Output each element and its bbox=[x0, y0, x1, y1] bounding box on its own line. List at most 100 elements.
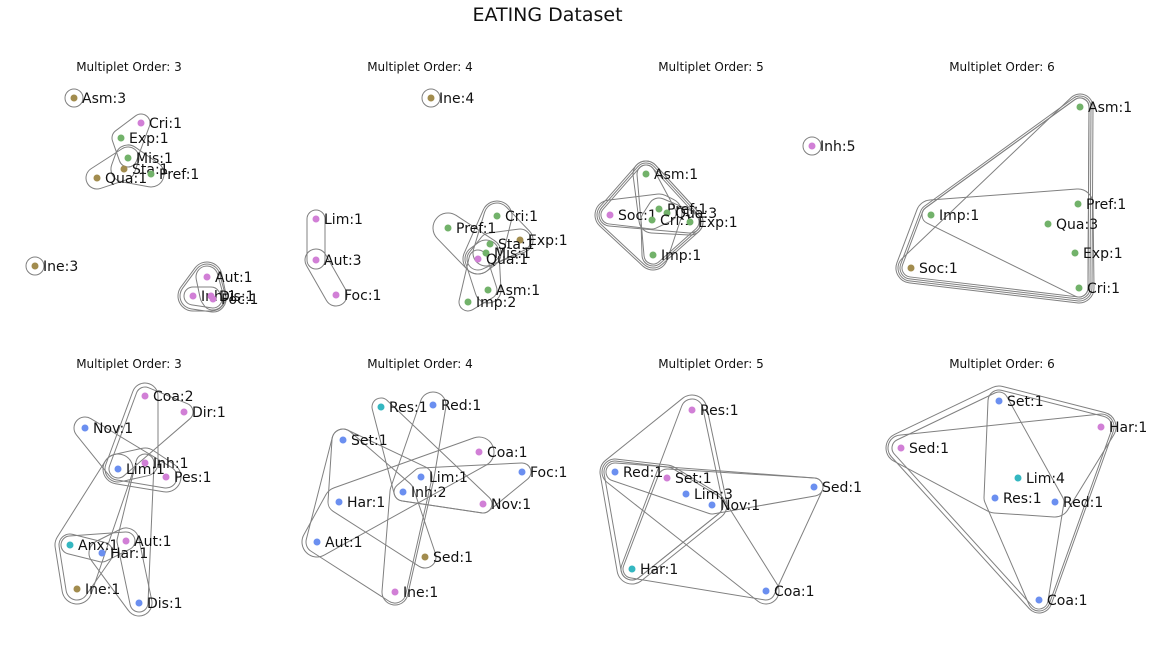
singleton-ring bbox=[25, 256, 45, 276]
node-dot bbox=[1074, 200, 1082, 208]
panel-title: Multiplet Order: 4 bbox=[367, 60, 473, 74]
node-label: Aut:1 bbox=[215, 270, 253, 286]
hyperedge-group bbox=[599, 394, 824, 605]
hyperedge bbox=[901, 97, 1090, 298]
panel-title: Multiplet Order: 6 bbox=[949, 60, 1055, 74]
node-label: Soc:1 bbox=[618, 208, 657, 224]
hyperedge-group bbox=[301, 391, 532, 606]
hyperedge bbox=[594, 193, 683, 271]
node-label: Pref:1 bbox=[159, 167, 199, 183]
hyperedge bbox=[58, 533, 114, 601]
panel-6: Multiplet Order: 4 Res:1 Red:1 Set:1 Coa:1 Fo… bbox=[275, 357, 567, 657]
node-label: Pref:1 bbox=[456, 221, 496, 237]
hyperedge bbox=[601, 458, 780, 605]
node-dot bbox=[147, 170, 155, 178]
hyperedge bbox=[899, 95, 1092, 300]
hyperedge bbox=[104, 382, 159, 483]
hyperedge bbox=[636, 164, 700, 265]
hyperedge bbox=[891, 391, 1065, 610]
node-dot bbox=[120, 165, 128, 173]
node-dot bbox=[991, 494, 999, 502]
hyperedge bbox=[622, 468, 824, 601]
node-label: Sta:1 bbox=[132, 162, 169, 178]
hyperedge bbox=[116, 453, 155, 613]
hyperedge bbox=[887, 413, 1115, 614]
hyperedge bbox=[983, 389, 1113, 612]
node-dot bbox=[663, 474, 671, 482]
node-label: Ine:1 bbox=[85, 582, 120, 598]
node-dot bbox=[312, 256, 320, 264]
hyperedge bbox=[885, 385, 1117, 518]
hyperedge-group bbox=[895, 93, 1095, 304]
node-dot bbox=[1035, 596, 1043, 604]
node-label: Cri:1 bbox=[660, 213, 693, 229]
node-dot bbox=[663, 209, 671, 217]
node-label: Imp:1 bbox=[939, 208, 979, 224]
node-label: Cri:1 bbox=[505, 209, 538, 225]
panel-5: Multiplet Order: 3 Coa:2 Dir:1 Nov:1 Inh:1 Li… bbox=[0, 357, 274, 657]
node-label: Sed:1 bbox=[433, 550, 473, 566]
panel-8: Multiplet Order: 6 Set:1 Har:1 Sed:1 Lim:4 Re… bbox=[857, 357, 1147, 657]
hyperedge bbox=[73, 416, 178, 489]
node-label: Lim:1 bbox=[429, 470, 468, 486]
node-dot bbox=[810, 483, 818, 491]
panel-title: Multiplet Order: 3 bbox=[76, 357, 182, 371]
node-dot bbox=[484, 286, 492, 294]
node-label: Set:1 bbox=[675, 471, 712, 487]
node-label: Sed:1 bbox=[822, 480, 862, 496]
hyperedge bbox=[88, 527, 153, 617]
hypergraph-plot: Ine:4 Lim:1 Aut:3 Foc:1 Cri:1 Pref:1 Exp:1Sta:… bbox=[304, 88, 568, 312]
node-dot bbox=[642, 170, 650, 178]
panel-title: Multiplet Order: 6 bbox=[949, 357, 1055, 371]
node-label: Imp:2 bbox=[476, 295, 516, 311]
node-dot bbox=[312, 215, 320, 223]
node-label: Red:1 bbox=[1063, 495, 1103, 511]
node-dot bbox=[1075, 284, 1083, 292]
node-dot bbox=[708, 501, 716, 509]
panel-1: Multiplet Order: 3 Asm:3 Cri:1 Exp:1 Mis:1 St… bbox=[0, 60, 274, 360]
hyperedge bbox=[462, 200, 513, 275]
node-label: Imp:1 bbox=[661, 248, 701, 264]
node-dot bbox=[649, 251, 657, 259]
node-dot bbox=[1044, 220, 1052, 228]
hyperedge bbox=[110, 144, 165, 188]
node-label: Pref:1 bbox=[1086, 197, 1126, 213]
hyperedge bbox=[599, 394, 728, 585]
node-label: Asm:3 bbox=[82, 91, 126, 107]
node-dot bbox=[429, 401, 437, 409]
hyperedge bbox=[381, 391, 447, 606]
node-dot bbox=[135, 599, 143, 607]
hyperedge bbox=[111, 113, 151, 168]
node-label: Foc:1 bbox=[530, 465, 567, 481]
node-label: Har:1 bbox=[347, 495, 385, 511]
figure-title: EATING Dataset bbox=[472, 4, 623, 26]
panel-title: Multiplet Order: 5 bbox=[658, 60, 764, 74]
node-dot bbox=[141, 392, 149, 400]
node-dot bbox=[70, 94, 78, 102]
node-label: Lim:1 bbox=[324, 212, 363, 228]
node-label: Foc:1 bbox=[221, 292, 258, 308]
node-dot bbox=[474, 255, 482, 263]
node-label: Asm:1 bbox=[496, 283, 540, 299]
node-label: Red:1 bbox=[623, 465, 663, 481]
node-dot bbox=[1071, 249, 1079, 257]
node-label: Aut:1 bbox=[325, 535, 363, 551]
node-label: Exp:1 bbox=[129, 131, 169, 147]
node-label: Exp:1 bbox=[698, 215, 738, 231]
node-label: Pref:1 bbox=[667, 202, 707, 218]
node-dot bbox=[417, 473, 425, 481]
node-label: Sta:1 bbox=[498, 237, 535, 253]
hyperedge-group bbox=[304, 200, 534, 312]
node-label: Soc:1 bbox=[919, 261, 958, 277]
hyperedge bbox=[177, 261, 227, 312]
node-dot bbox=[655, 205, 663, 213]
node-label: Coa:1 bbox=[1047, 593, 1088, 609]
node-dot bbox=[486, 240, 494, 248]
node-dot bbox=[688, 406, 696, 414]
hyperedge bbox=[108, 386, 194, 479]
node-label: Inh:1 bbox=[153, 456, 189, 472]
node-dot bbox=[141, 459, 149, 467]
